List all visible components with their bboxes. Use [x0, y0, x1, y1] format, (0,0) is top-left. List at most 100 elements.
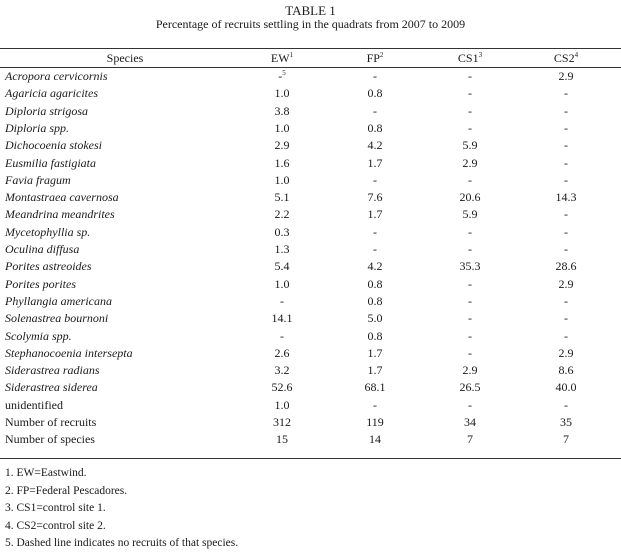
cs2-value-text: - [564, 207, 568, 222]
species-name: Porites porites [5, 276, 76, 291]
ew-value: 0.3 [262, 224, 302, 241]
ew-value: 1.0 [262, 276, 302, 293]
cs2-value-text: - [564, 328, 568, 343]
bottom-rule [0, 458, 621, 459]
cs2-value-text: 40.0 [555, 380, 577, 395]
fp-value: 1.7 [355, 206, 395, 223]
cs1-value-text: - [468, 103, 472, 118]
table-row: Number of species 15 14 7 7 [0, 431, 621, 448]
cs1-value-text: - [468, 311, 472, 326]
ew-value-text: 3.8 [274, 103, 290, 118]
fp-value: - [355, 68, 395, 85]
fp-value-text: 0.8 [367, 86, 383, 101]
cs2-value: - [546, 310, 586, 327]
top-rule [0, 48, 621, 49]
fp-value-text: 14 [369, 432, 381, 447]
table-row: Number of recruits 312 119 34 35 [0, 414, 621, 431]
footnote: 4. CS2=control site 2. [5, 519, 106, 532]
footnote: 3. CS1=control site 1. [5, 502, 106, 514]
species-name: unidentified [5, 397, 63, 412]
cs2-value: 2.9 [546, 345, 586, 362]
species-name: Solenastrea bournoni [5, 311, 109, 326]
cs2-value: - [546, 293, 586, 310]
header-cs2-label: CS2 [553, 51, 575, 65]
fp-value-text: 1.7 [367, 207, 383, 222]
ew-value-text: 1.0 [274, 276, 290, 291]
cs1-value: 7 [450, 431, 490, 448]
cs1-value-text: - [468, 328, 472, 343]
species-name: Stephanocoenia intersepta [5, 345, 133, 360]
footnote: 1. EW=Eastwind. [5, 467, 87, 479]
species-name: Diploria spp. [5, 120, 70, 135]
footnote: 5. Dashed line indicates no recruits of … [5, 537, 239, 549]
fp-value: 0.8 [355, 293, 395, 310]
cs2-value-text: - [564, 242, 568, 256]
fp-value: 1.7 [355, 362, 395, 379]
ew-value: -5 [262, 68, 302, 85]
table-row: Montastraea cavernosa 5.1 7.6 20.6 14.3 [0, 189, 621, 206]
cs2-value-text: 14.3 [555, 190, 577, 205]
header-cs2: CS24 [546, 50, 586, 67]
cs1-value: 2.9 [450, 155, 490, 172]
species-name: Montastraea cavernosa [5, 190, 119, 205]
cs1-value-text: 2.9 [462, 363, 478, 378]
table-row: Eusmilia fastigiata 1.6 1.7 2.9 - [0, 155, 621, 172]
cs1-value: 26.5 [450, 379, 490, 396]
cs1-value: - [450, 224, 490, 241]
fp-value-text: 1.7 [367, 155, 383, 170]
header-cs1-footnote-mark: 3 [478, 51, 483, 59]
species-name: Acropora cervicornis [5, 69, 108, 83]
cs2-value-text: - [564, 311, 568, 326]
cs2-value: 35 [546, 414, 586, 431]
cs1-value-text: - [468, 224, 472, 239]
cs1-value: - [450, 397, 490, 414]
cs2-value: - [546, 155, 586, 172]
cs2-value: - [546, 397, 586, 414]
header-ew: EW1 [262, 50, 302, 67]
cs2-value: - [546, 172, 586, 189]
fp-value: - [355, 241, 395, 258]
species-name: Porites astreoides [5, 259, 92, 274]
fp-value: 119 [355, 414, 395, 431]
header-fp-footnote-mark: 2 [379, 51, 384, 59]
ew-value-text: 1.0 [274, 120, 290, 135]
table-row: Diploria strigosa 3.8 - - - [0, 103, 621, 120]
ew-value: 3.2 [262, 362, 302, 379]
fp-value: - [355, 103, 395, 120]
fp-value: 68.1 [355, 379, 395, 396]
ew-value: 1.6 [262, 155, 302, 172]
header-cs1-label: CS1 [457, 51, 479, 65]
cs2-value-text: 2.9 [558, 69, 574, 83]
fp-value: - [355, 172, 395, 189]
cs1-value-text: 35.3 [459, 259, 481, 274]
cs1-value-text: 5.9 [462, 207, 478, 222]
fp-value: 5.0 [355, 310, 395, 327]
cs2-value: - [546, 120, 586, 137]
cs2-value-text: 7 [563, 432, 569, 447]
header-cs1: CS13 [450, 50, 490, 67]
table-row: Diploria spp. 1.0 0.8 - - [0, 120, 621, 137]
fp-value: - [355, 224, 395, 241]
species-name: Meandrina meandrites [5, 207, 115, 222]
fp-value-text: 119 [366, 415, 384, 429]
ew-value: 5.1 [262, 189, 302, 206]
cs1-value: 20.6 [450, 189, 490, 206]
table-header-row: Species EW1 FP2 CS13 CS24 [0, 50, 621, 67]
fp-value-text: - [373, 172, 377, 187]
species-name: Diploria strigosa [5, 103, 89, 118]
fp-value: 7.6 [355, 189, 395, 206]
fp-value-text: 0.8 [367, 293, 383, 308]
species-name: Oculina diffusa [5, 242, 80, 256]
ew-value-text: - [280, 293, 284, 308]
fp-value: 4.2 [355, 258, 395, 275]
fp-value-text: 7.6 [367, 190, 383, 205]
cs2-value-text: - [564, 155, 568, 170]
ew-value: - [262, 328, 302, 345]
footnote: 2. FP=Federal Pescadores. [5, 484, 128, 497]
cs1-value-text: - [468, 293, 472, 308]
cs1-value-text: - [468, 172, 472, 187]
cs2-value: - [546, 328, 586, 345]
fp-value-text: - [373, 224, 377, 239]
header-rule [0, 67, 621, 68]
cs1-value-text: - [468, 242, 472, 256]
